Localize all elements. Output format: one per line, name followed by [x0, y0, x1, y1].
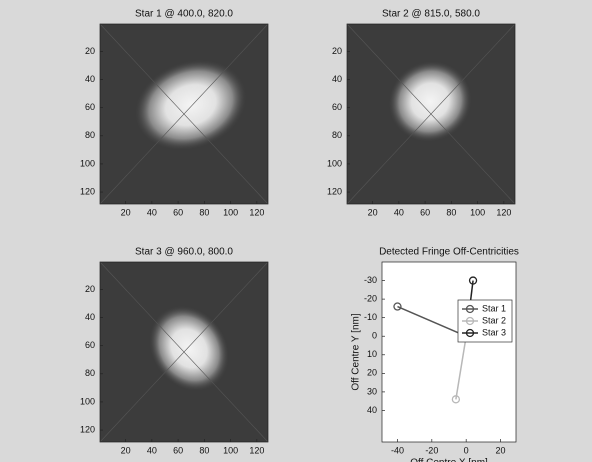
star-glow: [135, 59, 247, 151]
x-tick-label: 80: [199, 207, 209, 217]
y-tick-label: 80: [85, 368, 95, 378]
chart-title: Star 2 @ 815.0, 580.0: [382, 9, 480, 20]
diffraction-line: [99, 23, 269, 205]
legend-marker: [465, 328, 475, 338]
star-image: [99, 261, 269, 443]
y-axis-label: Off Centre Y [nm]: [351, 313, 362, 390]
x-axis-label: Off Centre X [nm]: [410, 458, 488, 462]
y-tick-label: 60: [332, 102, 342, 112]
x-tick-label: 20: [121, 445, 131, 455]
x-tick-label: 60: [173, 207, 183, 217]
axes-box: [99, 23, 269, 205]
series-line: [397, 305, 467, 337]
y-tick-label: 20: [332, 46, 342, 56]
y-tick-label: 60: [85, 340, 95, 350]
x-tick-label: 40: [147, 207, 157, 217]
x-tick-label: 80: [199, 445, 209, 455]
star-image: [346, 23, 516, 205]
y-tick-label: 80: [332, 130, 342, 140]
y-tick-label: 30: [367, 386, 377, 396]
star-image: [99, 23, 269, 205]
star-glow: [149, 305, 229, 391]
chart-title: Star 1 @ 400.0, 820.0: [135, 9, 233, 20]
x-tick-label: 20: [121, 207, 131, 217]
x-tick-label: 100: [223, 207, 238, 217]
chart-title: Star 3 @ 960.0, 800.0: [135, 247, 233, 258]
x-tick-label: -40: [391, 445, 404, 455]
x-tick-label: 20: [496, 445, 506, 455]
legend-label: Star 1: [482, 303, 506, 313]
y-tick-label: 40: [367, 405, 377, 415]
y-tick-label: 60: [85, 102, 95, 112]
x-tick-label: 40: [147, 445, 157, 455]
y-tick-label: 120: [327, 186, 342, 196]
x-tick-label: 120: [496, 207, 511, 217]
marker: [393, 302, 402, 311]
y-tick-label: 20: [85, 46, 95, 56]
legend-label: Star 2: [482, 315, 506, 325]
diffraction-line: [99, 261, 269, 443]
x-tick-label: 0: [464, 445, 469, 455]
y-tick-label: 20: [367, 368, 377, 378]
x-tick-label: 40: [394, 207, 404, 217]
diffraction-line: [346, 23, 516, 205]
x-tick-label: -20: [425, 445, 438, 455]
y-tick-label: 100: [327, 158, 342, 168]
plot-area: [382, 262, 516, 442]
axes-box: [346, 23, 516, 205]
y-tick-label: 0: [372, 331, 377, 341]
y-tick-label: 20: [85, 284, 95, 294]
x-tick-label: 60: [173, 445, 183, 455]
axes-box: [99, 261, 269, 443]
y-tick-label: 40: [85, 312, 95, 322]
y-tick-label: 40: [85, 74, 95, 84]
legend-label: Star 3: [482, 327, 506, 337]
marker: [468, 276, 478, 285]
y-tick-label: 100: [80, 396, 95, 406]
y-tick-label: 120: [80, 186, 95, 196]
x-tick-label: 60: [420, 207, 430, 217]
y-tick-label: 40: [332, 74, 342, 84]
y-tick-label: -20: [364, 293, 377, 303]
x-tick-label: 120: [249, 445, 264, 455]
x-tick-label: 120: [249, 207, 264, 217]
x-tick-label: 100: [470, 207, 485, 217]
chart-title: Detected Fringe Off-Centricities: [379, 247, 519, 258]
x-tick-label: 100: [223, 445, 238, 455]
star-glow: [388, 61, 472, 142]
y-tick-label: 120: [80, 424, 95, 434]
x-tick-label: 80: [446, 207, 456, 217]
y-tick-label: -10: [364, 312, 377, 322]
y-tick-label: 10: [367, 349, 377, 359]
marker: [451, 395, 461, 404]
y-tick-label: -30: [364, 275, 377, 285]
y-tick-label: 80: [85, 130, 95, 140]
legend-marker: [465, 304, 475, 314]
y-tick-label: 100: [80, 158, 95, 168]
series-line: [455, 336, 467, 400]
x-tick-label: 20: [368, 207, 378, 217]
axes-box: [381, 261, 517, 443]
legend-marker: [465, 316, 475, 326]
